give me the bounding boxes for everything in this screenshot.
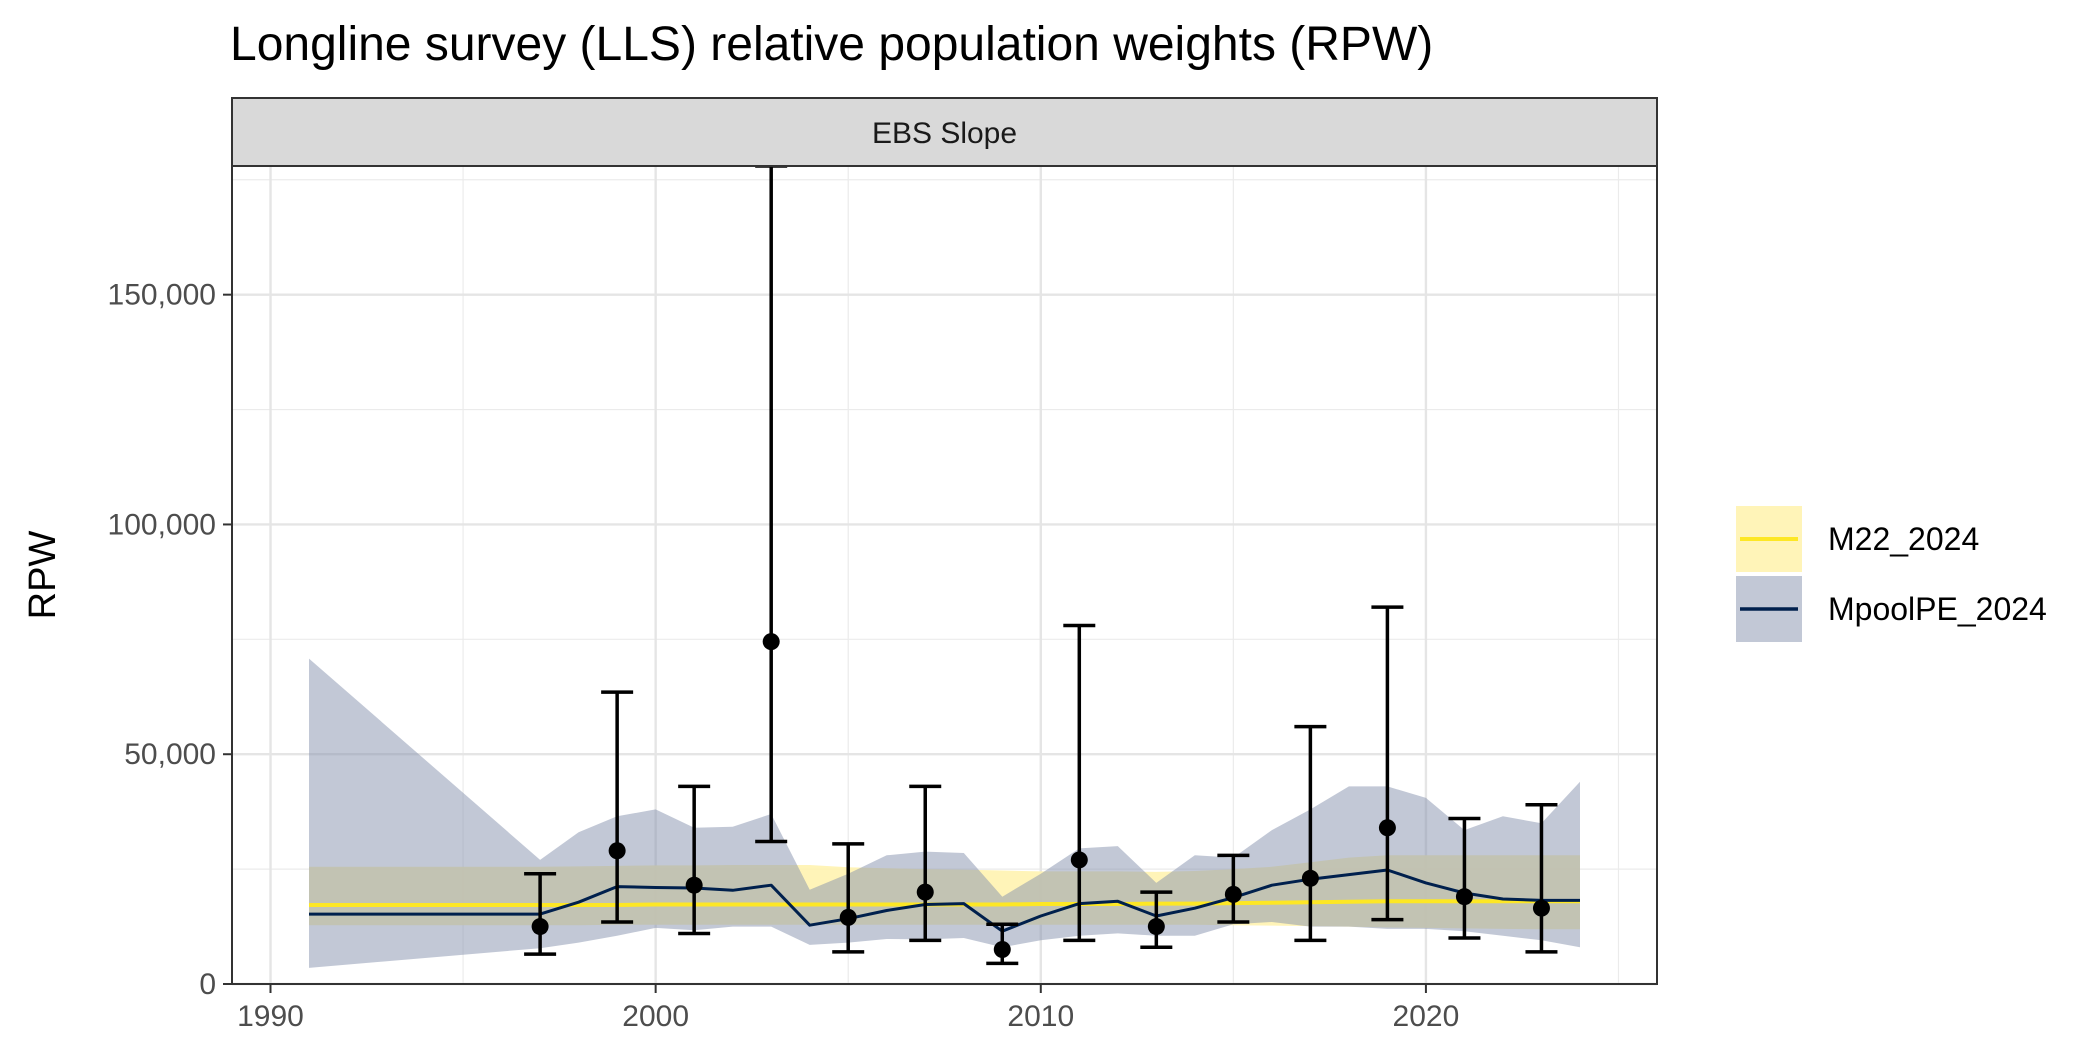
series-lines (309, 868, 1580, 933)
band-mpoolpe-2024 (309, 658, 1580, 968)
y-tick-label: 0 (199, 968, 216, 1001)
observed-point (762, 633, 780, 651)
grid-layer (232, 166, 1657, 986)
legend-key-mpoolpe-2024 (1736, 576, 1802, 642)
axes: 1990 2000 2010 2020 0 50,000 100,000 150,000 (108, 279, 1460, 1033)
legend-label: MpoolPE_2024 (1828, 591, 2047, 627)
x-tick-label: 2020 (1393, 1000, 1460, 1033)
legend: M22_2024 MpoolPE_2024 (1736, 506, 2047, 642)
observed-point (839, 908, 857, 926)
observed-point (1224, 885, 1242, 903)
facet-label: EBS Slope (872, 117, 1017, 150)
y-tick-label: 100,000 (108, 508, 216, 541)
confidence-bands (309, 658, 1580, 968)
y-tick-label: 150,000 (108, 279, 216, 312)
observed-point (993, 941, 1011, 959)
y-axis-title: RPW (22, 531, 64, 620)
legend-label: M22_2024 (1828, 521, 1979, 557)
chart-title: Longline survey (LLS) relative populatio… (230, 18, 1433, 71)
y-tick-label: 50,000 (124, 738, 216, 771)
observed-point (1147, 918, 1165, 936)
observed-point (531, 918, 549, 936)
observed-point (1070, 851, 1088, 869)
observed-point (1455, 888, 1473, 906)
x-tick-label: 1990 (237, 1000, 304, 1033)
observed-point (1301, 869, 1319, 887)
x-tick-label: 2010 (1007, 1000, 1074, 1033)
line-mpoolpe-2024 (309, 868, 1580, 933)
observed-point (916, 883, 934, 901)
line-m22-2024 (309, 899, 1580, 907)
x-tick-label: 2000 (622, 1000, 689, 1033)
observed-point (1532, 899, 1550, 917)
facet-strip: EBS Slope (231, 97, 1658, 167)
observed-point (1378, 819, 1396, 837)
facet-strip-background (231, 97, 1658, 167)
observed-point (608, 842, 626, 860)
observed-point (685, 876, 703, 894)
legend-key-m22-2024 (1736, 506, 1802, 572)
